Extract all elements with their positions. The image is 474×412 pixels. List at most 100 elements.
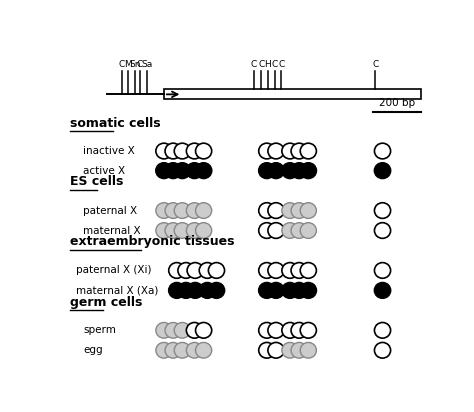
Circle shape — [174, 323, 191, 338]
Circle shape — [186, 163, 202, 178]
Circle shape — [199, 262, 215, 278]
Circle shape — [282, 143, 298, 159]
Text: H: H — [264, 60, 271, 69]
Circle shape — [300, 283, 317, 298]
Circle shape — [156, 163, 172, 178]
Circle shape — [374, 222, 391, 239]
Circle shape — [374, 323, 391, 338]
Circle shape — [259, 262, 275, 278]
Circle shape — [186, 143, 202, 159]
Circle shape — [291, 342, 307, 358]
Circle shape — [291, 283, 307, 298]
Circle shape — [174, 222, 191, 239]
Circle shape — [259, 163, 275, 178]
Circle shape — [186, 222, 202, 239]
Text: C: C — [258, 60, 264, 69]
Text: active X: active X — [83, 166, 125, 176]
Text: C: C — [251, 60, 257, 69]
Text: Sn: Sn — [129, 60, 141, 69]
Circle shape — [268, 342, 284, 358]
Circle shape — [291, 203, 307, 218]
Text: germ cells: germ cells — [70, 296, 143, 309]
Circle shape — [374, 203, 391, 218]
Circle shape — [174, 163, 191, 178]
Text: C: C — [272, 60, 278, 69]
Circle shape — [282, 262, 298, 278]
Circle shape — [268, 262, 284, 278]
Circle shape — [259, 222, 275, 239]
Circle shape — [259, 283, 275, 298]
Text: C: C — [372, 60, 378, 69]
Circle shape — [209, 262, 225, 278]
Circle shape — [268, 222, 284, 239]
Text: ES cells: ES cells — [70, 176, 124, 188]
Text: maternal X (Xa): maternal X (Xa) — [76, 286, 158, 295]
Circle shape — [196, 323, 212, 338]
Circle shape — [156, 143, 172, 159]
Circle shape — [374, 262, 391, 278]
Circle shape — [174, 342, 191, 358]
Text: somatic cells: somatic cells — [70, 117, 161, 130]
Circle shape — [300, 143, 317, 159]
Text: Sa: Sa — [142, 60, 153, 69]
Text: maternal X: maternal X — [83, 225, 141, 236]
Circle shape — [291, 143, 307, 159]
Text: paternal X (Xi): paternal X (Xi) — [76, 265, 151, 276]
Circle shape — [196, 342, 212, 358]
Text: extraembryonic tissues: extraembryonic tissues — [70, 235, 235, 248]
Circle shape — [282, 203, 298, 218]
Circle shape — [291, 163, 307, 178]
Circle shape — [374, 163, 391, 178]
Circle shape — [196, 163, 212, 178]
Circle shape — [259, 323, 275, 338]
Circle shape — [187, 262, 203, 278]
Circle shape — [282, 283, 298, 298]
Circle shape — [268, 163, 284, 178]
Text: C: C — [137, 60, 143, 69]
Circle shape — [196, 203, 212, 218]
Text: C: C — [278, 60, 284, 69]
Text: M: M — [125, 60, 132, 69]
Circle shape — [187, 283, 203, 298]
Circle shape — [156, 222, 172, 239]
Text: paternal X: paternal X — [83, 206, 137, 215]
Circle shape — [199, 283, 215, 298]
Circle shape — [186, 203, 202, 218]
Circle shape — [268, 203, 284, 218]
Circle shape — [178, 283, 194, 298]
Circle shape — [165, 163, 181, 178]
Circle shape — [259, 203, 275, 218]
Text: inactive X: inactive X — [83, 146, 135, 156]
Circle shape — [165, 342, 181, 358]
Text: sperm: sperm — [83, 325, 116, 335]
Circle shape — [169, 283, 185, 298]
Circle shape — [196, 143, 212, 159]
Circle shape — [156, 203, 172, 218]
Circle shape — [300, 163, 317, 178]
Circle shape — [282, 222, 298, 239]
Circle shape — [169, 262, 185, 278]
Circle shape — [165, 222, 181, 239]
Circle shape — [259, 143, 275, 159]
Circle shape — [268, 323, 284, 338]
Circle shape — [165, 323, 181, 338]
Circle shape — [374, 342, 391, 358]
Circle shape — [178, 262, 194, 278]
Circle shape — [300, 323, 317, 338]
Circle shape — [156, 323, 172, 338]
Circle shape — [186, 342, 202, 358]
Circle shape — [300, 342, 317, 358]
Text: 200 bp: 200 bp — [379, 98, 415, 108]
Circle shape — [291, 222, 307, 239]
Circle shape — [196, 222, 212, 239]
Circle shape — [300, 203, 317, 218]
Circle shape — [174, 143, 191, 159]
Circle shape — [268, 283, 284, 298]
Circle shape — [282, 163, 298, 178]
Circle shape — [174, 203, 191, 218]
Text: egg: egg — [83, 345, 103, 355]
Circle shape — [374, 283, 391, 298]
Circle shape — [282, 323, 298, 338]
Circle shape — [259, 342, 275, 358]
Circle shape — [268, 143, 284, 159]
